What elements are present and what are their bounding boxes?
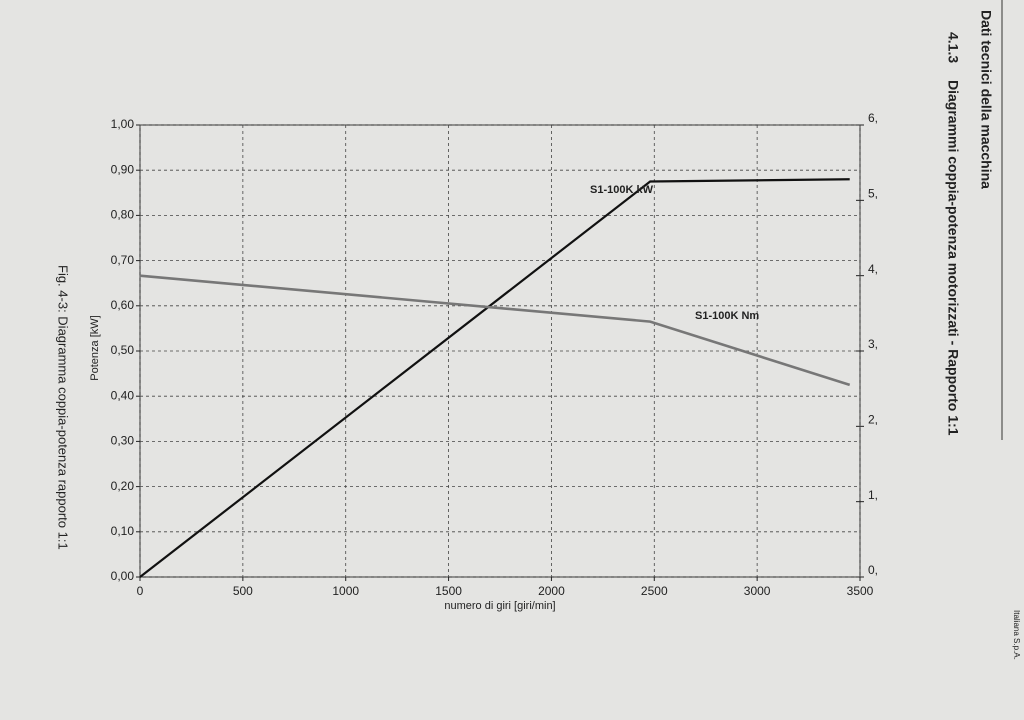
y2-tick-label: 1, <box>868 488 878 502</box>
y-tick-label: 0,30 <box>111 434 135 448</box>
y-tick-label: 0,10 <box>111 524 135 538</box>
heading: Diagrammi coppia-potenza motorizzati - R… <box>945 80 961 436</box>
figure-caption: Fig. 4-3: Diagramma coppia-potenza rappo… <box>56 265 71 550</box>
x-tick-label: 2000 <box>538 584 565 598</box>
y-tick-label: 0,00 <box>111 569 135 583</box>
y-axis-label: Potenza [kW] <box>89 315 101 380</box>
x-tick-label: 3000 <box>744 584 771 598</box>
x-tick-label: 1000 <box>332 584 359 598</box>
y2-tick-label: 3, <box>868 337 878 351</box>
x-tick-label: 500 <box>233 584 253 598</box>
y2-tick-label: 2, <box>868 413 878 427</box>
y-tick-label: 1,00 <box>111 117 135 131</box>
y-tick-label: 0,40 <box>111 388 135 402</box>
x-axis-label: numero di giri [giri/min] <box>444 600 555 612</box>
y-tick-label: 0,20 <box>111 479 135 493</box>
y2-tick-label: 5, <box>868 187 878 201</box>
x-tick-label: 1500 <box>435 584 462 598</box>
y-tick-label: 0,80 <box>111 208 135 222</box>
series-line <box>139 178 850 578</box>
section-number: 4.1.3 <box>945 32 961 63</box>
series-label: S1-100K Nm <box>695 310 759 322</box>
y2-tick-label: 6, <box>868 111 878 125</box>
y-tick-label: 0,70 <box>111 253 135 267</box>
x-tick-label: 2500 <box>641 584 668 598</box>
series-line <box>139 274 851 387</box>
y-tick-label: 0,90 <box>111 162 135 176</box>
x-tick-label: 3500 <box>847 584 874 598</box>
y2-tick-label: 0, <box>868 563 878 577</box>
y-tick-label: 0,60 <box>111 298 135 312</box>
y-tick-label: 0,50 <box>111 343 135 357</box>
section-title: Dati tecnici della macchina <box>978 10 994 189</box>
x-tick-label: 0 <box>137 584 144 598</box>
company: Italiana S.p.A. <box>1012 610 1021 660</box>
series-label: S1-100K kW <box>590 184 654 196</box>
y2-tick-label: 4, <box>868 262 878 276</box>
